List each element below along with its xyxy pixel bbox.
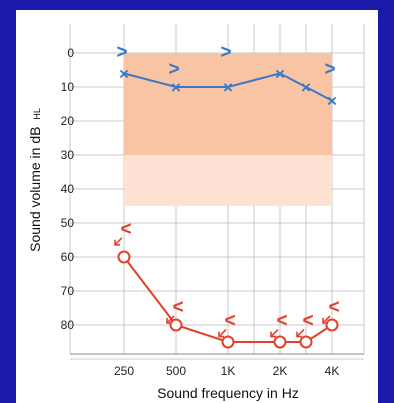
y-tick-label: 50 xyxy=(61,216,75,230)
data-point xyxy=(301,337,312,348)
y-tick-label: 0 xyxy=(67,46,74,60)
masked-point: > xyxy=(168,59,179,80)
normal-range-band xyxy=(124,53,332,206)
x-tick-label: 4K xyxy=(325,364,340,378)
y-axis-title-main: Sound volume in dB xyxy=(27,127,43,252)
masked-point: > xyxy=(324,59,335,80)
data-point: × xyxy=(171,78,181,97)
y-axis-title: Sound volume in dB HL xyxy=(27,108,43,252)
y-tick-label: 40 xyxy=(61,182,75,196)
x-axis-title: Sound frequency in Hz xyxy=(157,385,299,401)
data-point xyxy=(119,252,130,263)
masked-point: < xyxy=(276,311,287,332)
normal-range-strong xyxy=(124,53,332,155)
y-tick-label: 30 xyxy=(61,148,75,162)
masked-arrow xyxy=(219,330,226,337)
masked-point: > xyxy=(116,42,127,63)
data-point: × xyxy=(327,92,337,111)
data-point: × xyxy=(223,78,233,97)
masked-point: < xyxy=(172,297,183,318)
data-point xyxy=(327,320,338,331)
x-tick-label: 1K xyxy=(221,364,236,378)
y-tick-label: 80 xyxy=(61,318,75,332)
x-tick-label: 250 xyxy=(114,364,134,378)
x-tick-label: 2K xyxy=(273,364,288,378)
audiogram-panel: × × × × × × > > > > < < < < < < 0 10 20 30 40 50 60 70 80 250 500… xyxy=(16,10,378,403)
data-point: × xyxy=(119,64,129,83)
y-tick-label: 20 xyxy=(61,114,75,128)
masked-point: > xyxy=(220,42,231,63)
masked-point: < xyxy=(224,311,235,332)
data-point xyxy=(223,337,234,348)
masked-point: < xyxy=(328,297,339,318)
x-tick-label: 500 xyxy=(166,364,186,378)
masked-arrow xyxy=(115,238,122,245)
data-point: × xyxy=(301,78,311,97)
y-tick-label: 10 xyxy=(61,80,75,94)
y-axis-title-unit: HL xyxy=(32,108,42,120)
data-point: × xyxy=(275,64,285,83)
masked-point: < xyxy=(302,311,313,332)
masked-arrow xyxy=(297,330,304,337)
y-tick-label: 60 xyxy=(61,250,75,264)
masked-point: < xyxy=(120,219,131,240)
y-tick-label: 70 xyxy=(61,284,75,298)
data-point xyxy=(171,320,182,331)
normal-range-light xyxy=(124,155,332,206)
masked-arrow xyxy=(271,330,278,337)
data-point xyxy=(275,337,286,348)
